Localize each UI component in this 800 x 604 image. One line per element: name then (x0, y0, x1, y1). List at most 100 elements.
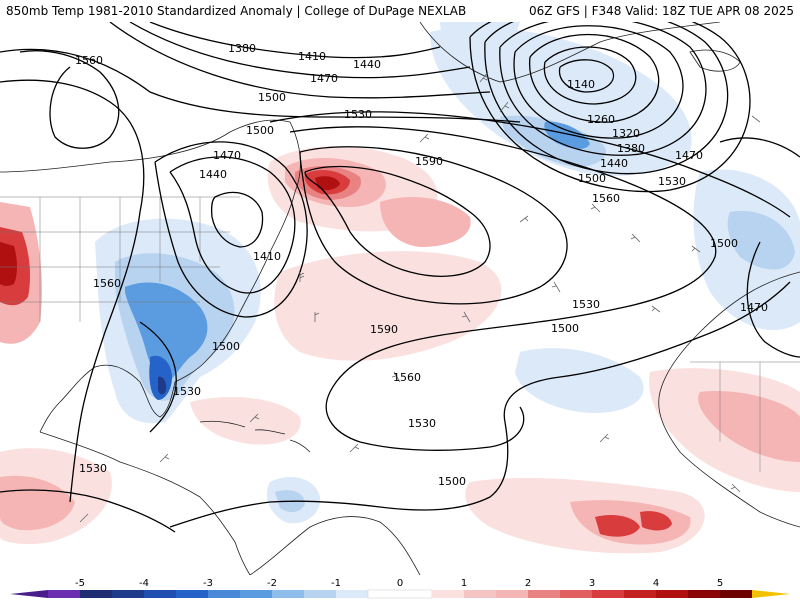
contour-label: 1500 (578, 172, 606, 185)
contour-label: 1560 (592, 192, 620, 205)
contour-east-1470 (719, 137, 800, 358)
contour-trough-2 (154, 141, 308, 318)
coast-north-america (0, 119, 301, 433)
contour-label: 1440 (353, 58, 381, 71)
wind-barb (461, 311, 471, 323)
colorbar-tick-label: -3 (203, 578, 213, 589)
wind-barb (159, 453, 170, 463)
cold-anomaly-north-atlantic-3 (544, 121, 590, 150)
anomaly-shading (0, 22, 800, 554)
colorbar-swatch (560, 590, 592, 598)
wind-barb (391, 371, 401, 383)
contour-label: 1500 (710, 237, 738, 250)
contour-north-3 (109, 22, 491, 99)
colorbar-swatch (80, 590, 112, 598)
wind-barb (499, 101, 510, 113)
model-valid-time: 06Z GFS | F348 Valid: 18Z TUE APR 08 202… (528, 4, 794, 18)
contour-low-1470 (469, 22, 751, 193)
wind-barbs (79, 71, 761, 523)
coast-central-america (39, 431, 251, 575)
colorbar-swatch (272, 590, 304, 598)
colorbar-swatch-min (10, 590, 48, 598)
wind-barb (349, 443, 360, 453)
colorbar-swatch (112, 590, 144, 598)
warm-anomaly-africa-2 (698, 391, 800, 462)
anomaly-colorbar: -5 -4 -3 -2 -1 0 1 2 3 4 5 (0, 575, 800, 600)
colorbar-tick-label: 4 (653, 578, 659, 589)
wind-barb (590, 203, 601, 213)
contour-label: 1530 (79, 462, 107, 475)
cold-anomaly-southeast-3 (125, 282, 208, 382)
coast-south-america (249, 516, 421, 575)
colorbar-swatches (10, 589, 790, 599)
colorbar-swatch (208, 590, 240, 598)
wind-barb (599, 433, 610, 443)
warm-anomaly-south-atlantic-4 (640, 511, 672, 531)
contour-label: 1530 (173, 385, 201, 398)
colorbar-tick-label: 5 (717, 578, 723, 589)
colorbar-tick-label: 2 (525, 578, 531, 589)
wind-barb (651, 305, 661, 313)
colorbar-swatch (624, 590, 656, 598)
weather-map: 1380 1410 1470 1440 1560 1500 1530 1500 … (0, 22, 800, 575)
contour-label: 1470 (213, 149, 241, 162)
colorbar-swatch (528, 590, 560, 598)
colorbar-swatch (144, 590, 176, 598)
colorbar-swatch (336, 590, 368, 598)
warm-anomaly-atlantic-ridge-2 (380, 197, 471, 247)
warm-anomaly-northeast-max (315, 176, 340, 191)
contour-low-1320 (513, 25, 684, 139)
wind-barb (691, 245, 701, 253)
colorbar-swatch-neutral (367, 589, 433, 599)
border-state-lines-1 (39, 197, 201, 322)
map-title: 850mb Temp 1981-2010 Standardized Anomal… (6, 4, 467, 18)
contour-trough-1 (169, 156, 296, 294)
colorbar-swatch (304, 590, 336, 598)
contour-north-2 (129, 22, 471, 79)
wind-barb (419, 133, 430, 143)
contour-west-2 (0, 79, 145, 503)
colorbar-swatch (176, 590, 208, 598)
contour-ridge-1560 (299, 146, 568, 305)
contour-label: 1590 (415, 155, 443, 168)
colorbar-tick-label: 1 (461, 578, 467, 589)
colorbar-tick-label: -4 (139, 578, 149, 589)
wind-barb (314, 312, 320, 322)
contour-label: 1380 (617, 142, 645, 155)
political-borders (0, 196, 800, 472)
warm-anomaly-atlantic-ridge (274, 251, 502, 361)
contour-label: 1380 (228, 42, 256, 55)
wind-barb (249, 413, 260, 423)
wind-barb (479, 71, 490, 83)
cold-anomaly-north-atlantic (430, 27, 692, 176)
contour-label: 1410 (253, 250, 281, 263)
contour-low-1200 (543, 46, 637, 105)
contour-label: 1560 (393, 371, 421, 384)
wind-barb (519, 215, 529, 223)
contour-1500-big (169, 111, 791, 528)
contour-label: 1440 (199, 168, 227, 181)
colorbar-svg: -5 -4 -3 -2 -1 0 1 2 3 4 5 (10, 578, 790, 599)
contour-label: 1500 (212, 340, 240, 353)
wind-barb (751, 115, 761, 123)
contour-caribbean-1560 (139, 321, 177, 433)
contour-north-4 (0, 48, 521, 123)
cold-anomaly-mid-atlantic (515, 348, 644, 413)
coast-caribbean-islands (199, 420, 311, 453)
colorbar-tick-labels: -5 -4 -3 -2 -1 0 1 2 3 4 5 (75, 578, 723, 589)
colorbar-swatch (432, 590, 464, 598)
warm-anomaly-pacific-2 (0, 475, 75, 531)
border-africa (690, 361, 800, 472)
title-bar: 850mb Temp 1981-2010 Standardized Anomal… (0, 0, 800, 22)
contour-label: 1410 (298, 50, 326, 63)
wind-barb (299, 272, 305, 282)
contour-label: 1500 (258, 91, 286, 104)
contour-label: 1260 (587, 113, 615, 126)
border-state-lines-2 (0, 231, 230, 303)
colorbar-tick-label: -5 (75, 578, 85, 589)
colorbar-swatch (48, 590, 80, 598)
colorbar-swatch (496, 590, 528, 598)
contour-west-1 (19, 50, 120, 149)
warm-anomaly-gulf (190, 397, 301, 445)
contour-label: 1560 (93, 277, 121, 290)
